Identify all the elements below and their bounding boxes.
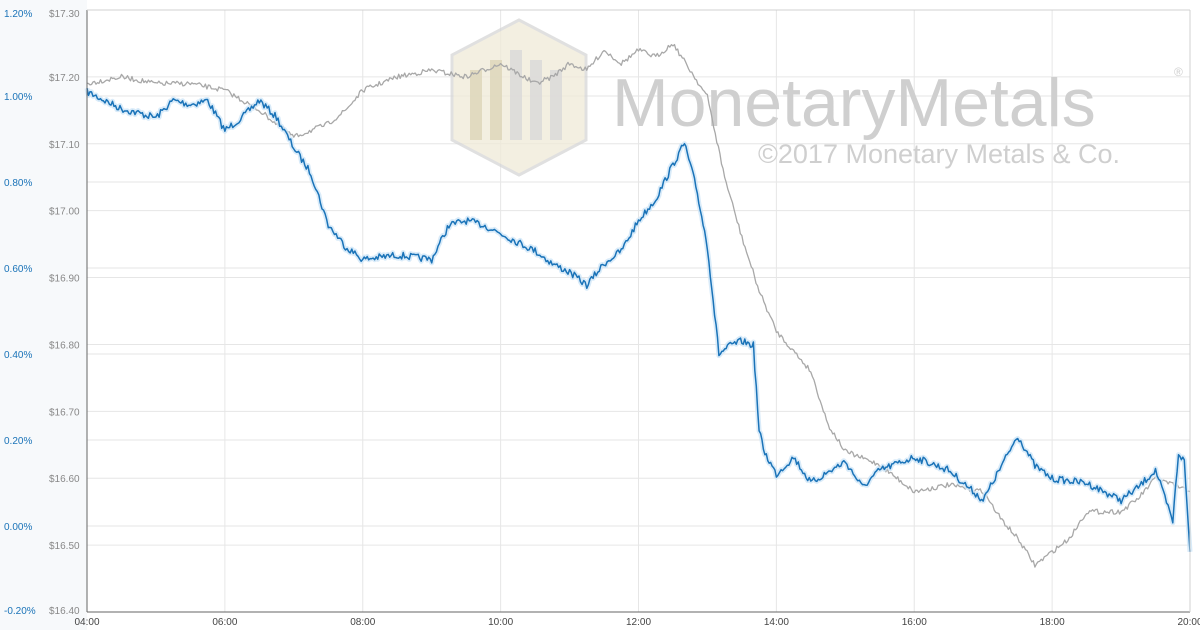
- axes: [86, 9, 1191, 613]
- x-tick-label: 06:00: [212, 617, 237, 628]
- y-left-tick-label: 1.00%: [4, 92, 32, 103]
- left-axis-panel: [0, 0, 87, 630]
- y-right-tick-label: $16.40: [49, 606, 80, 617]
- series-lines: [84, 43, 1193, 568]
- x-tick-label: 08:00: [350, 617, 375, 628]
- logo-bar-icon: [490, 60, 502, 140]
- y-left-tick-label: -0.20%: [4, 606, 36, 617]
- percent-series-line: [86, 88, 1191, 552]
- x-tick-label: 16:00: [902, 617, 927, 628]
- y-right-tick-label: $16.60: [49, 474, 80, 485]
- y-left-tick-label: 0.60%: [4, 264, 32, 275]
- y-left-tick-label: 0.40%: [4, 350, 32, 361]
- price-series-line: [86, 43, 1191, 568]
- y-right-tick-label: $17.30: [49, 9, 80, 20]
- logo-bar-icon: [470, 70, 482, 140]
- logo-bar-icon: [510, 50, 522, 140]
- watermark-brand: MonetaryMetals: [612, 65, 1096, 141]
- logo-bar-icon: [550, 70, 562, 140]
- x-tick-label: 10:00: [488, 617, 513, 628]
- watermark-registered: ®: [1174, 65, 1183, 79]
- x-tick-label: 18:00: [1040, 617, 1065, 628]
- y-right-tick-label: $16.90: [49, 274, 80, 285]
- y-right-tick-label: $17.00: [49, 207, 80, 218]
- y-right-tick-label: $16.80: [49, 340, 80, 351]
- x-tick-label: 20:00: [1177, 617, 1200, 628]
- watermark-logo: MonetaryMetals ® ©2017 Monetary Metals &…: [450, 18, 1183, 177]
- tick-labels: 04:00 06:00 08:00 10:00 12:00 14:00 16:00 18:00…: [4, 9, 1200, 628]
- y-left-tick-label: 0.80%: [4, 178, 32, 189]
- x-tick-label: 12:00: [626, 617, 651, 628]
- y-left-tick-label: 0.00%: [4, 522, 32, 533]
- y-right-tick-label: $17.20: [49, 73, 80, 84]
- x-tick-label: 14:00: [764, 617, 789, 628]
- y-right-tick-label: $16.50: [49, 541, 80, 552]
- logo-bar-icon: [530, 60, 542, 140]
- y-right-tick-label: $16.70: [49, 407, 80, 418]
- y-right-tick-label: $17.10: [49, 140, 80, 151]
- x-tick-label: 04:00: [74, 617, 99, 628]
- watermark-copyright: ©2017 Monetary Metals & Co.: [758, 139, 1120, 169]
- y-left-tick-label: 1.20%: [4, 9, 32, 20]
- y-left-tick-label: 0.20%: [4, 436, 32, 447]
